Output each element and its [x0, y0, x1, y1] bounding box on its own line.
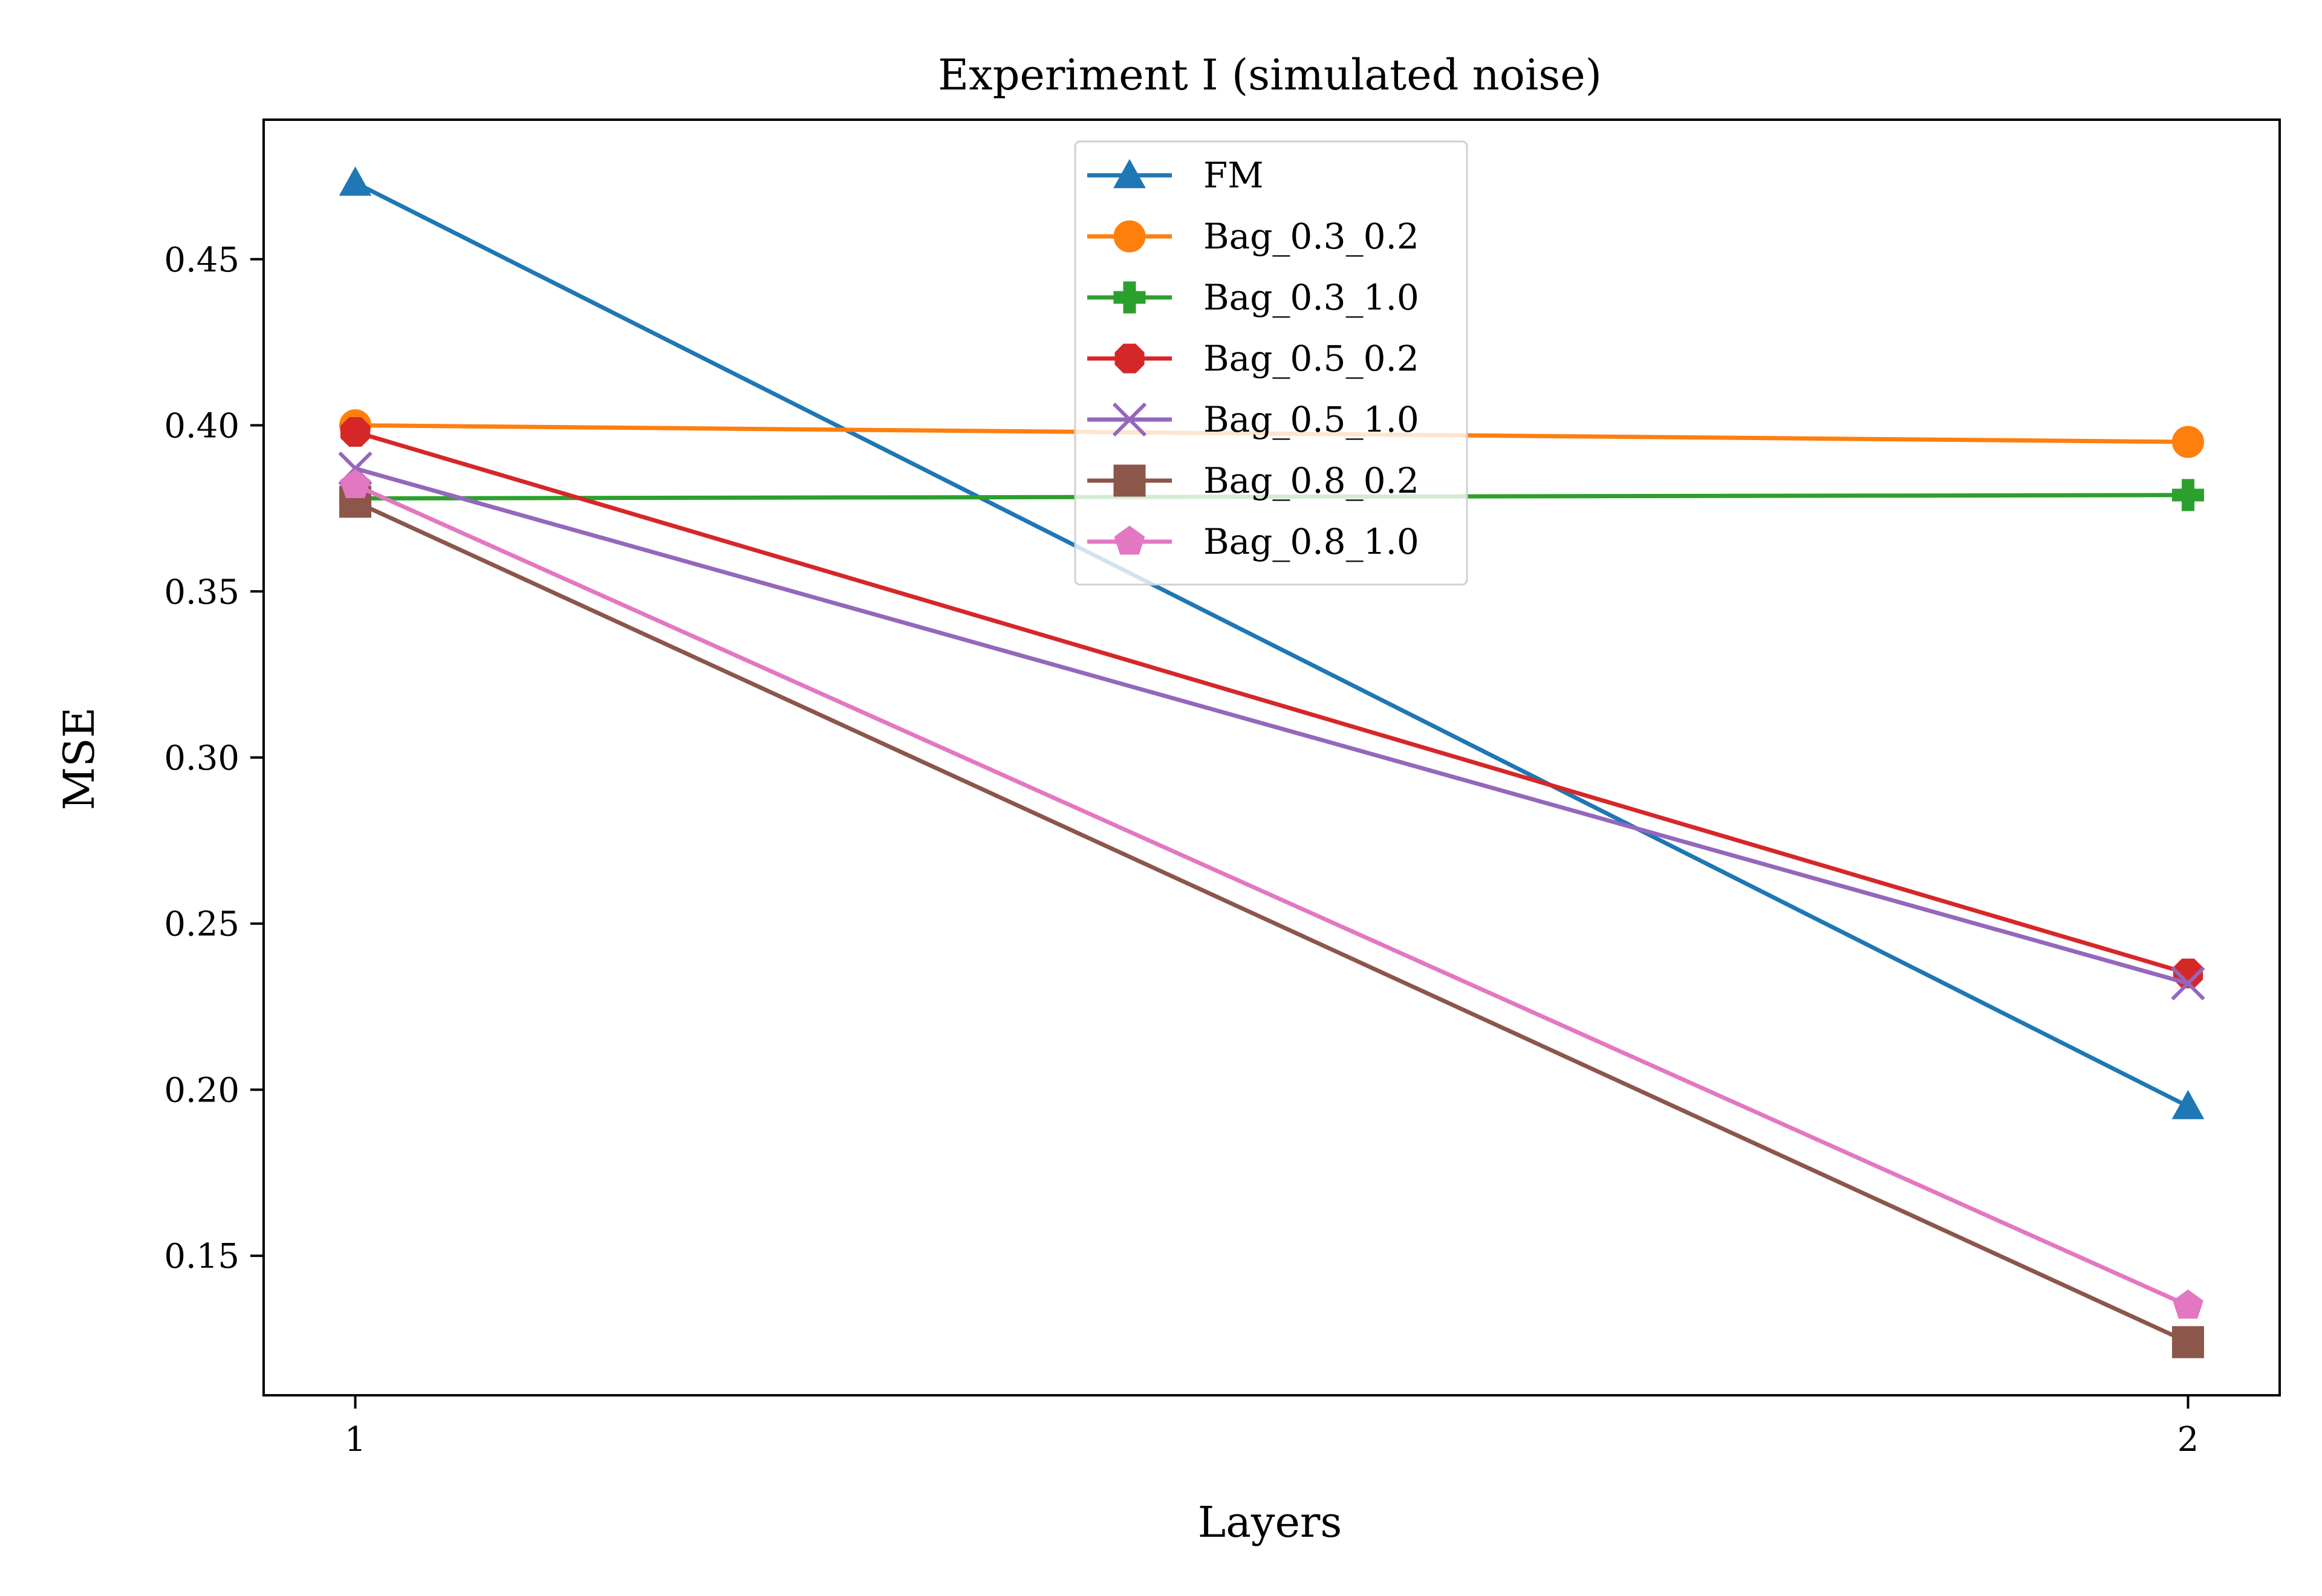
series-line: [354, 466, 2189, 985]
legend-swatch-marker: [1113, 220, 1146, 253]
legend-label: Bag_0.5_0.2: [1203, 338, 1419, 379]
chart-title: Experiment I (simulated noise): [938, 50, 1602, 100]
y-tick-label: 0.45: [164, 241, 239, 280]
data-point: [2171, 426, 2204, 458]
series-Bag_0.8_1.0: [340, 469, 2203, 1319]
data-point-stroke: [2171, 966, 2205, 1001]
x-tick-label: 1: [345, 1420, 366, 1459]
data-point: [340, 417, 371, 447]
legend-label: FM: [1203, 155, 1264, 196]
series-line: [354, 499, 2189, 1345]
legend-item: Bag_0.3_0.2: [1087, 216, 1419, 257]
series-FM: [339, 166, 2205, 1120]
x-axis-label: Layers: [1198, 1497, 1342, 1547]
legend-label: Bag_0.8_0.2: [1203, 460, 1419, 501]
data-point: [2171, 1089, 2205, 1120]
legend-item: Bag_0.5_1.0: [1087, 399, 1419, 440]
data-point: [2171, 966, 2205, 1001]
legend-item: Bag_0.8_1.0: [1087, 521, 1419, 562]
legend-label: Bag_0.5_1.0: [1203, 399, 1419, 440]
data-point: [2171, 479, 2204, 511]
y-axis: 0.15 0.20 0.25 0.30 0.35 0.40 0.45: [164, 241, 264, 1276]
series-Bag_0.8_0.2: [339, 485, 2204, 1358]
x-tick-label: 2: [2177, 1420, 2199, 1459]
legend-box: [1074, 140, 1468, 586]
legend-label: Bag_0.3_0.2: [1203, 216, 1419, 257]
legend-label: Bag_0.8_1.0: [1203, 521, 1419, 562]
legend-item: Bag_0.3_1.0: [1087, 277, 1419, 318]
y-tick-label: 0.40: [164, 407, 239, 446]
data-point: [339, 166, 372, 196]
legend-swatch-marker: [1113, 281, 1146, 314]
legend-swatch-marker: [1114, 343, 1145, 374]
legend-label: Bag_0.3_1.0: [1203, 277, 1419, 318]
data-point: [2173, 1289, 2203, 1319]
legend-swatch-marker: [1113, 158, 1146, 189]
y-tick-label: 0.15: [164, 1237, 239, 1276]
data-point: [2171, 1326, 2204, 1358]
y-tick-label: 0.30: [164, 739, 239, 778]
legend-item: FM: [1087, 155, 1264, 196]
series-line: [354, 430, 2189, 976]
legend-item: Bag_0.8_0.2: [1087, 460, 1419, 501]
legend-swatch-marker: [1113, 464, 1146, 497]
legend-item: Bag_0.5_0.2: [1087, 338, 1419, 379]
y-tick-label: 0.25: [164, 905, 239, 944]
legend: FM Bag_0.3_0.2 Bag_0.3_1.0 Bag_0.5_0.2 Bag_0…: [1074, 140, 1468, 586]
series-line: [354, 181, 2190, 1109]
legend-swatch-marker-stroke: [1112, 402, 1147, 437]
legend-swatch-marker: [1114, 525, 1145, 555]
data-point: [340, 469, 371, 498]
legend-swatch-marker: [1112, 402, 1147, 437]
y-tick-label: 0.35: [164, 573, 239, 612]
y-tick-label: 0.20: [164, 1071, 239, 1110]
series-line: [354, 483, 2189, 1308]
y-axis-label: MSE: [54, 707, 104, 811]
